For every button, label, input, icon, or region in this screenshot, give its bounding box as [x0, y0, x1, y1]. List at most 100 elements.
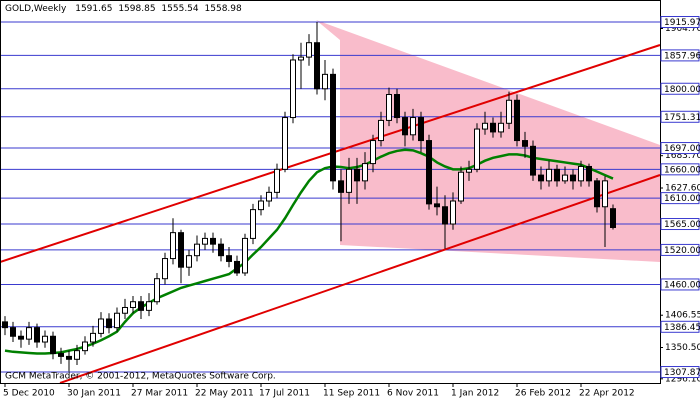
candle-body: [314, 42, 320, 90]
plot-frame: [0, 0, 661, 384]
level-label-box: [660, 142, 700, 155]
candle-body: [58, 353, 64, 357]
candle-body: [162, 258, 168, 280]
candle-body: [530, 145, 536, 176]
candle-body: [202, 237, 208, 245]
x-tick-label: 6 Nov 2011: [387, 389, 439, 399]
candle-body: [90, 332, 96, 343]
candle-body: [250, 209, 256, 239]
candle-body: [274, 168, 280, 193]
candle-body: [394, 94, 400, 119]
y-tick-label: 1406.55: [665, 311, 700, 321]
level-label: 1610.00: [664, 194, 700, 204]
candle-body: [330, 73, 336, 182]
trend-line-lower: [59, 174, 661, 384]
level-label-box: [660, 218, 700, 231]
candle-body: [322, 73, 328, 90]
candle-body: [122, 306, 128, 314]
candle-body: [42, 335, 48, 343]
candle-body: [602, 180, 608, 208]
triangle-zone: [316, 20, 660, 262]
level-label-box: [660, 320, 700, 333]
level-label-box: [660, 82, 700, 95]
candle-body: [554, 168, 560, 182]
candle-body: [50, 335, 56, 355]
candle-body: [2, 321, 8, 329]
candle-body: [402, 117, 408, 136]
level-label-box: [660, 192, 700, 205]
candle-body: [98, 318, 104, 334]
candle-body: [410, 117, 416, 136]
x-tick-label: 30 Jan 2011: [67, 389, 121, 399]
candle-body: [210, 237, 216, 245]
level-label-box: [660, 278, 700, 291]
level-label: 1660.00: [664, 165, 700, 175]
candle-body: [586, 165, 592, 182]
candle-body: [442, 206, 448, 225]
footer: GCM MetaTrader, © 2001-2012, MetaQuotes …: [5, 372, 276, 382]
level-label-box: [660, 110, 700, 123]
x-tick-label: 17 Jul 2011: [259, 389, 310, 399]
chart-header: GOLD,Weekly 1591.65 1598.85 1555.54 1558…: [5, 4, 242, 14]
candle-body: [466, 168, 472, 173]
candle-body: [218, 243, 224, 257]
level-label: 1520.00: [664, 246, 700, 256]
candle-body: [306, 42, 312, 58]
candle-body: [522, 140, 528, 147]
candle-body: [82, 341, 88, 352]
candle-body: [570, 174, 576, 182]
level-label-box: [660, 49, 700, 62]
candle-body: [10, 327, 16, 337]
x-tick-label: 5 Dec 2010: [3, 389, 55, 399]
candle-body: [242, 237, 248, 274]
candle-body: [610, 208, 616, 228]
candle-body: [74, 350, 80, 360]
candle-body: [498, 122, 504, 133]
level-label-box: [660, 163, 700, 176]
candle-body: [226, 255, 232, 262]
y-tick-label: 1350.50: [665, 343, 700, 353]
candle-body: [474, 128, 480, 170]
candle-body: [450, 200, 456, 225]
candle-body: [418, 117, 424, 142]
last-open: 1591.65: [75, 4, 112, 14]
level-label: 1565.00: [664, 220, 700, 230]
candle-body: [266, 191, 272, 202]
level-label: 1857.96: [664, 51, 700, 61]
candle-body: [514, 99, 520, 142]
candle-body: [458, 171, 464, 202]
candle-body: [594, 180, 600, 208]
candle-body: [290, 59, 296, 119]
candle-body: [26, 327, 32, 340]
y-tick-label: 1683.70: [665, 151, 700, 161]
candle-body: [378, 119, 384, 142]
level-label-box: [660, 16, 700, 29]
candle-body: [170, 232, 176, 260]
level-label-box: [660, 243, 700, 256]
moving-average: [4, 148, 614, 355]
candle-body: [258, 200, 264, 211]
level-label: 1751.31: [664, 113, 700, 123]
candle-body: [362, 163, 368, 182]
candle-body: [386, 94, 392, 121]
last-close: 1558.98: [205, 4, 242, 14]
y-tick-label: 1296.10: [665, 374, 700, 384]
last-low: 1555.54: [161, 4, 198, 14]
x-tick-label: 1 Jan 2012: [451, 389, 499, 399]
candle-body: [506, 99, 512, 124]
candle-body: [370, 140, 376, 165]
level-label: 1460.00: [664, 280, 700, 290]
candle-body: [482, 122, 488, 130]
candle-body: [282, 117, 288, 170]
level-label: 1697.00: [664, 144, 700, 154]
x-tick-label: 11 Sep 2011: [323, 389, 380, 399]
candle-body: [354, 168, 360, 182]
level-label: 1915.97: [664, 18, 700, 28]
candle-body: [562, 174, 568, 182]
candle-body: [578, 165, 584, 182]
candle-body: [234, 260, 240, 274]
level-label: 1386.45: [664, 323, 700, 333]
candle-body: [34, 327, 40, 343]
candle-body: [194, 243, 200, 257]
